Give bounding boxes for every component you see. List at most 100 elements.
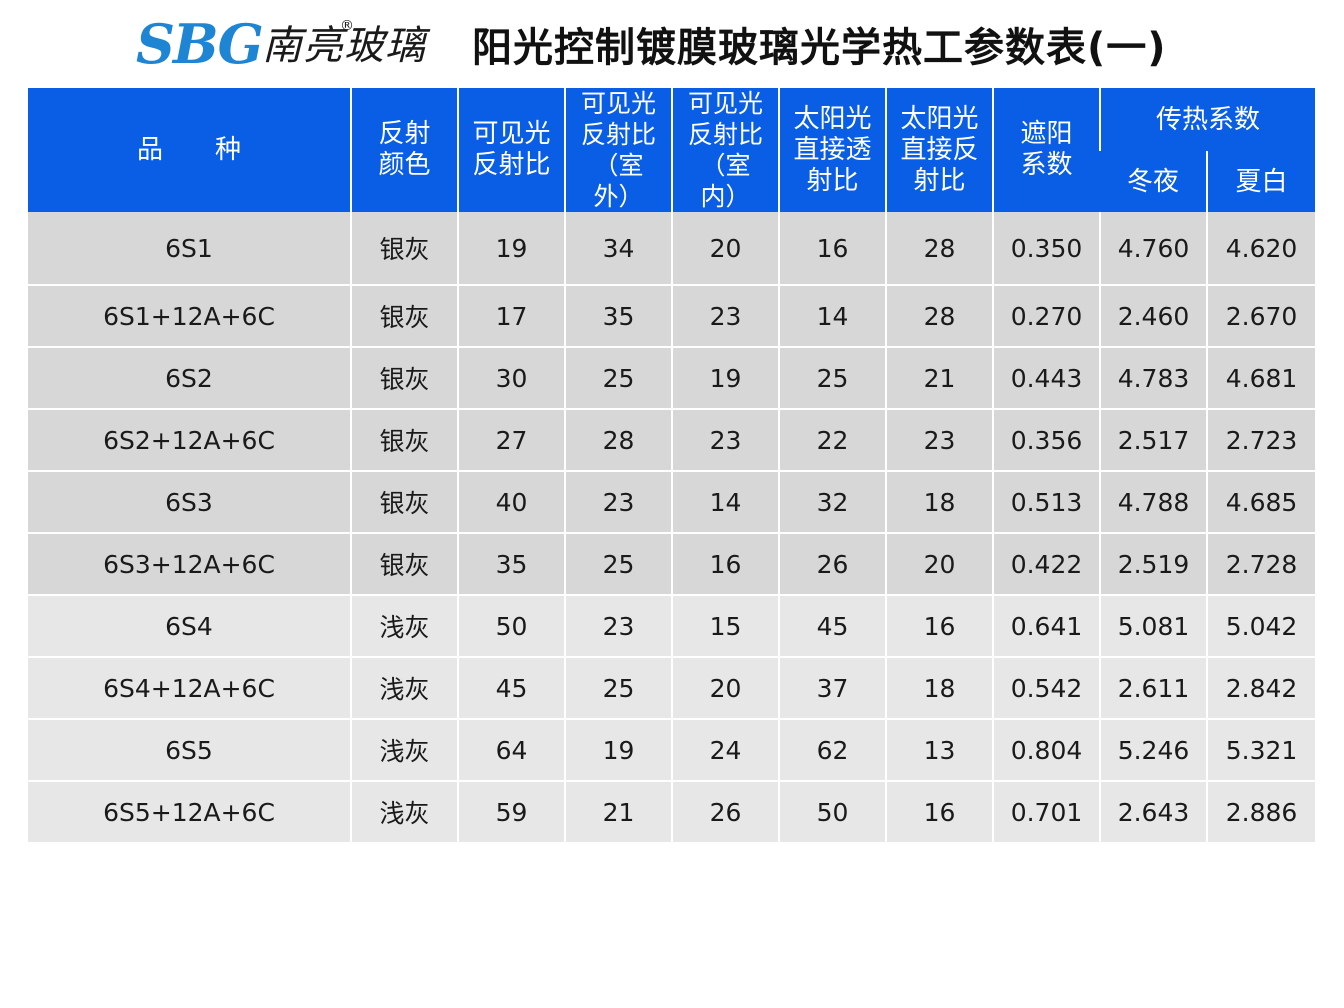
cell-shading: 0.443: [992, 346, 1100, 409]
cell-summer: 2.723: [1205, 408, 1316, 471]
cell-color: 银灰: [350, 408, 458, 471]
cell-solar-reflectance: 18: [885, 470, 993, 533]
cell-color: 浅灰: [350, 656, 458, 719]
table-row: 6S1 银灰 19 34 20 16 28 0.350 4.760 4.620: [28, 212, 1316, 285]
cell-winter: 2.519: [1099, 532, 1207, 595]
brand-logo: SBG: [136, 12, 264, 76]
cell-solar-transmittance: 26: [778, 532, 886, 595]
cell-visible-outdoor: 19: [564, 718, 672, 781]
cell-winter: 2.517: [1099, 408, 1207, 471]
cell-visible-outdoor: 23: [564, 594, 672, 657]
cell-visible-outdoor: 35: [564, 284, 672, 347]
cell-product: 6S2+12A+6C: [28, 408, 351, 471]
cell-visible-indoor: 20: [671, 212, 779, 285]
table-row: 6S2 银灰 30 25 19 25 21 0.443 4.783 4.681: [28, 346, 1316, 409]
cell-color: 银灰: [350, 212, 458, 285]
cell-solar-reflectance: 13: [885, 718, 993, 781]
cell-visible-outdoor: 25: [564, 656, 672, 719]
cell-product: 6S3+12A+6C: [28, 532, 351, 595]
table-row: 6S4 浅灰 50 23 15 45 16 0.641 5.081 5.042: [28, 594, 1316, 657]
table-row: 6S3+12A+6C 银灰 35 25 16 26 20 0.422 2.519…: [28, 532, 1316, 595]
cell-product: 6S5+12A+6C: [28, 780, 351, 842]
cell-solar-transmittance: 50: [778, 780, 886, 842]
cell-solar-transmittance: 14: [778, 284, 886, 347]
cell-shading: 0.701: [992, 780, 1100, 842]
cell-product: 6S4: [28, 594, 351, 657]
cell-color: 银灰: [350, 470, 458, 533]
parameter-table: 品 种 反射颜色 可见光反射比 可见光反射比（室外） 可见光反射比（室内） 太阳…: [28, 88, 1316, 842]
cell-solar-reflectance: 16: [885, 780, 993, 842]
cell-visible-reflectance: 40: [457, 470, 565, 533]
cell-visible-outdoor: 34: [564, 212, 672, 285]
cell-summer: 5.042: [1205, 594, 1316, 657]
header-visible-reflectance: 可见光反射比: [457, 88, 565, 212]
cell-visible-indoor: 23: [671, 284, 779, 347]
table-row: 6S4+12A+6C 浅灰 45 25 20 37 18 0.542 2.611…: [28, 656, 1316, 719]
cell-product: 6S5: [28, 718, 351, 781]
cell-winter: 2.611: [1099, 656, 1207, 719]
cell-solar-transmittance: 32: [778, 470, 886, 533]
cell-solar-transmittance: 16: [778, 212, 886, 285]
cell-product: 6S1+12A+6C: [28, 284, 351, 347]
cell-visible-indoor: 23: [671, 408, 779, 471]
cell-winter: 2.460: [1099, 284, 1207, 347]
cell-solar-reflectance: 23: [885, 408, 993, 471]
cell-shading: 0.513: [992, 470, 1100, 533]
brand-name-chinese: 南亮玻璃: [262, 23, 426, 69]
cell-visible-reflectance: 45: [457, 656, 565, 719]
cell-visible-indoor: 14: [671, 470, 779, 533]
cell-summer: 2.842: [1205, 656, 1316, 719]
header-product: 品 种: [28, 88, 351, 212]
cell-color: 浅灰: [350, 594, 458, 657]
cell-solar-transmittance: 45: [778, 594, 886, 657]
cell-shading: 0.356: [992, 408, 1100, 471]
cell-color: 浅灰: [350, 780, 458, 842]
table-body: 6S1 银灰 19 34 20 16 28 0.350 4.760 4.620 …: [28, 212, 1316, 842]
cell-winter: 5.246: [1099, 718, 1207, 781]
cell-summer: 2.728: [1205, 532, 1316, 595]
cell-winter: 4.788: [1099, 470, 1207, 533]
cell-summer: 4.620: [1205, 212, 1316, 285]
header-shading-coefficient: 遮阳系数: [992, 88, 1100, 212]
page-title: 阳光控制镀膜玻璃光学热工参数表(一): [472, 25, 1167, 71]
cell-summer: 4.681: [1205, 346, 1316, 409]
cell-summer: 2.886: [1205, 780, 1316, 842]
cell-visible-outdoor: 25: [564, 346, 672, 409]
cell-visible-indoor: 15: [671, 594, 779, 657]
cell-product: 6S2: [28, 346, 351, 409]
cell-visible-outdoor: 28: [564, 408, 672, 471]
cell-winter: 5.081: [1099, 594, 1207, 657]
cell-visible-reflectance: 64: [457, 718, 565, 781]
table-row: 6S3 银灰 40 23 14 32 18 0.513 4.788 4.685: [28, 470, 1316, 533]
cell-visible-indoor: 20: [671, 656, 779, 719]
table-header: 品 种 反射颜色 可见光反射比 可见光反射比（室外） 可见光反射比（室内） 太阳…: [28, 88, 1316, 212]
cell-visible-indoor: 19: [671, 346, 779, 409]
cell-visible-reflectance: 27: [457, 408, 565, 471]
cell-visible-reflectance: 59: [457, 780, 565, 842]
cell-product: 6S1: [28, 212, 351, 285]
cell-visible-reflectance: 35: [457, 532, 565, 595]
cell-solar-reflectance: 16: [885, 594, 993, 657]
cell-shading: 0.542: [992, 656, 1100, 719]
cell-solar-transmittance: 37: [778, 656, 886, 719]
page-header: SBG 南亮玻璃 ® 阳光控制镀膜玻璃光学热工参数表(一): [0, 0, 1344, 88]
cell-shading: 0.804: [992, 718, 1100, 781]
cell-summer: 4.685: [1205, 470, 1316, 533]
cell-visible-reflectance: 30: [457, 346, 565, 409]
header-summer-day: 夏白: [1205, 151, 1316, 212]
header-solar-reflectance: 太阳光直接反射比: [885, 88, 993, 212]
cell-solar-reflectance: 28: [885, 212, 993, 285]
cell-solar-reflectance: 18: [885, 656, 993, 719]
cell-visible-indoor: 24: [671, 718, 779, 781]
cell-color: 银灰: [350, 346, 458, 409]
cell-color: 银灰: [350, 532, 458, 595]
header-u-value: 传热系数: [1098, 88, 1316, 152]
cell-summer: 5.321: [1205, 718, 1316, 781]
cell-product: 6S4+12A+6C: [28, 656, 351, 719]
cell-visible-reflectance: 50: [457, 594, 565, 657]
header-winter-night: 冬夜: [1100, 151, 1207, 212]
cell-solar-transmittance: 62: [778, 718, 886, 781]
header-visible-reflectance-outdoor: 可见光反射比（室外）: [564, 88, 672, 212]
cell-solar-reflectance: 21: [885, 346, 993, 409]
header-visible-reflectance-indoor: 可见光反射比（室内）: [671, 88, 779, 212]
